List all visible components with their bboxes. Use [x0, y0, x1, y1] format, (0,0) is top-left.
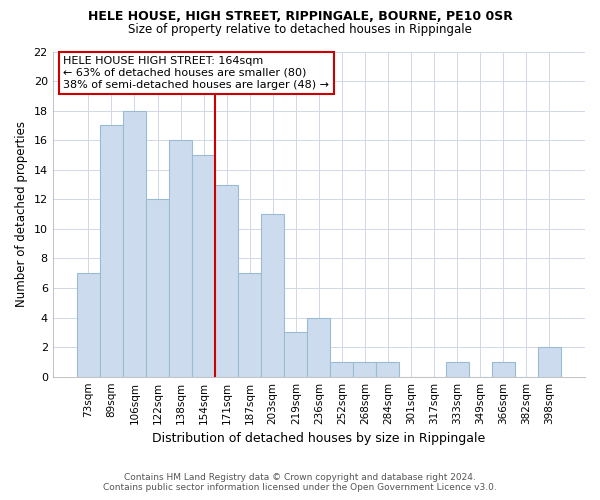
Bar — [238, 273, 261, 376]
Bar — [146, 200, 169, 376]
Text: HELE HOUSE HIGH STREET: 164sqm
← 63% of detached houses are smaller (80)
38% of : HELE HOUSE HIGH STREET: 164sqm ← 63% of … — [64, 56, 329, 90]
X-axis label: Distribution of detached houses by size in Rippingale: Distribution of detached houses by size … — [152, 432, 485, 445]
Text: HELE HOUSE, HIGH STREET, RIPPINGALE, BOURNE, PE10 0SR: HELE HOUSE, HIGH STREET, RIPPINGALE, BOU… — [88, 10, 512, 23]
Bar — [331, 362, 353, 376]
Bar — [215, 184, 238, 376]
Bar — [77, 273, 100, 376]
Bar — [353, 362, 376, 376]
Text: Contains HM Land Registry data © Crown copyright and database right 2024.
Contai: Contains HM Land Registry data © Crown c… — [103, 473, 497, 492]
Bar — [307, 318, 331, 376]
Bar — [192, 155, 215, 376]
Bar — [100, 126, 123, 376]
Bar — [446, 362, 469, 376]
Text: Size of property relative to detached houses in Rippingale: Size of property relative to detached ho… — [128, 22, 472, 36]
Y-axis label: Number of detached properties: Number of detached properties — [15, 121, 28, 307]
Bar — [169, 140, 192, 376]
Bar — [491, 362, 515, 376]
Bar — [538, 347, 561, 376]
Bar — [284, 332, 307, 376]
Bar — [123, 110, 146, 376]
Bar — [261, 214, 284, 376]
Bar — [376, 362, 400, 376]
